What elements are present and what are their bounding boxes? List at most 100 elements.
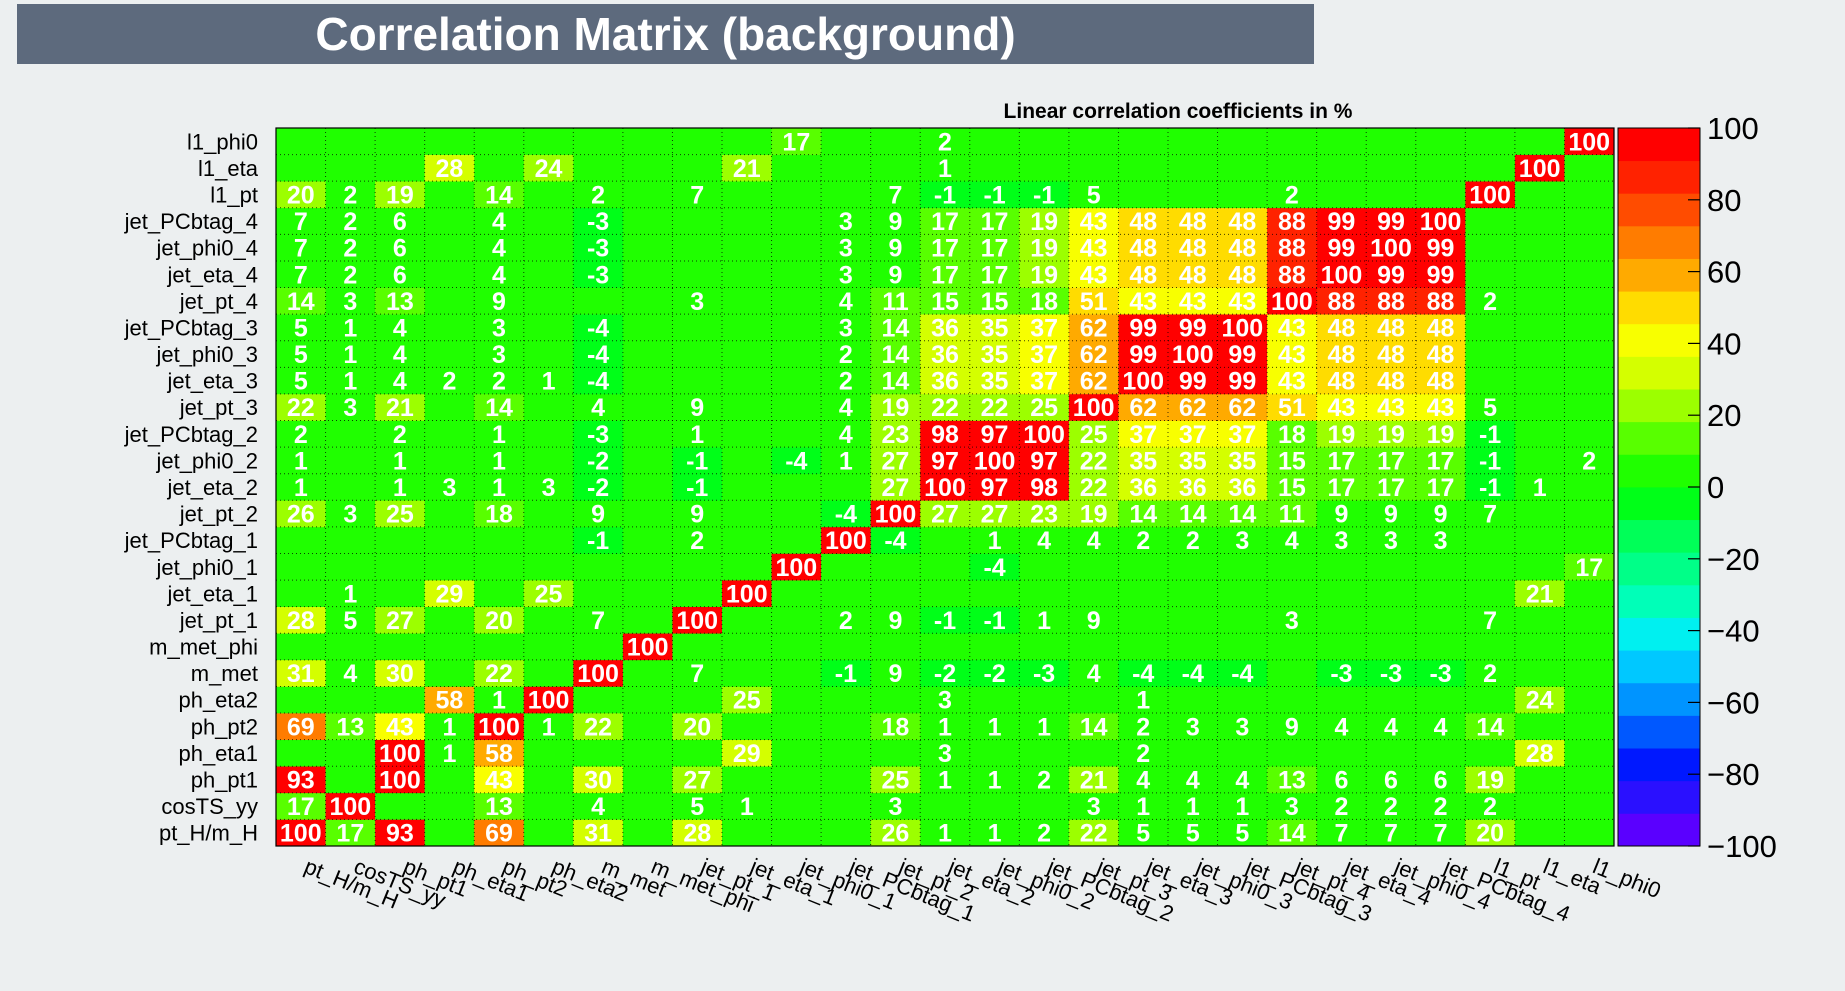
heatmap-cell	[622, 181, 673, 209]
cell-value-label: 17	[931, 208, 959, 236]
heatmap-cell	[1019, 260, 1070, 288]
cell-value-label: 1	[492, 474, 506, 502]
heatmap-cell	[375, 739, 425, 767]
heatmap-cell	[573, 314, 624, 342]
heatmap-cell	[722, 207, 772, 235]
heatmap-cell	[1415, 447, 1466, 475]
heatmap-cell	[1415, 207, 1466, 235]
cell-value-label: -3	[1330, 660, 1352, 688]
heatmap-cell	[276, 340, 326, 368]
heatmap-cell	[1514, 340, 1565, 368]
cell-value-label: 19	[1030, 261, 1058, 289]
cell-value-label: 1	[343, 580, 357, 608]
heatmap-cell	[573, 606, 624, 634]
cell-value-label: 2	[1037, 820, 1051, 848]
heatmap-cell	[1118, 207, 1169, 235]
heatmap-cell	[821, 473, 871, 501]
heatmap-cell	[1366, 260, 1417, 288]
heatmap-cell	[1415, 473, 1466, 501]
cell-value-label: 43	[1328, 394, 1356, 422]
heatmap-cell	[1564, 367, 1615, 395]
cell-value-label: 43	[1179, 288, 1207, 316]
heatmap-cell	[1217, 792, 1268, 820]
heatmap-cell	[1465, 553, 1516, 581]
heatmap-cell	[276, 207, 326, 235]
heatmap-cell	[1267, 739, 1317, 767]
heatmap-cell	[523, 526, 574, 554]
heatmap-cell	[870, 207, 921, 235]
heatmap-cell	[523, 713, 574, 740]
heatmap-cell	[622, 633, 673, 661]
cell-value-label: 7	[888, 181, 902, 209]
heatmap-cell	[771, 367, 822, 395]
cell-value-label: 4	[1136, 767, 1150, 795]
heatmap-cell	[1564, 606, 1615, 634]
heatmap-cell	[1118, 260, 1169, 288]
heatmap-cell	[722, 393, 772, 421]
cell-value-label: 97	[931, 447, 959, 475]
heatmap-cell	[771, 633, 822, 661]
heatmap-cell	[622, 207, 673, 235]
heatmap-cell	[1019, 686, 1070, 714]
heatmap-cell	[276, 500, 326, 528]
cell-value-label: 48	[1377, 368, 1405, 396]
heatmap-cell	[1068, 659, 1119, 687]
heatmap-cell	[1019, 766, 1070, 794]
cell-value-label: -4	[587, 341, 609, 369]
cell-value-label: 1	[1136, 687, 1150, 715]
heatmap-cell	[1316, 420, 1367, 448]
cell-value-label: 4	[1434, 713, 1448, 741]
heatmap-cell	[424, 340, 475, 368]
heatmap-cell	[969, 633, 1020, 661]
heatmap-cell	[969, 260, 1020, 288]
cell-value-label: 36	[931, 341, 959, 369]
heatmap-cell	[276, 314, 326, 342]
cell-value-label: 5	[343, 607, 357, 635]
heatmap-cell	[1415, 526, 1466, 554]
cell-value-label: 18	[485, 501, 513, 529]
heatmap-cell	[1118, 500, 1169, 528]
cell-value-label: 2	[393, 421, 407, 449]
cell-value-label: 6	[393, 208, 407, 236]
heatmap-cell	[1118, 553, 1169, 581]
cell-value-label: 48	[1328, 368, 1356, 396]
cell-value-label: 100	[875, 501, 917, 529]
cell-value-label: 20	[1476, 820, 1504, 848]
heatmap-cell	[375, 420, 425, 448]
heatmap-cell	[1019, 819, 1070, 847]
heatmap-cell	[325, 686, 376, 714]
cell-value-label: 4	[393, 341, 407, 369]
cell-value-label: 21	[1080, 767, 1108, 795]
heatmap-cell	[969, 819, 1020, 847]
cell-value-label: 19	[1080, 501, 1108, 529]
heatmap-cell	[672, 819, 723, 847]
heatmap-cell	[622, 553, 673, 581]
cell-value-label: 27	[683, 767, 711, 795]
heatmap-cell	[325, 580, 376, 607]
heatmap-cell	[474, 340, 525, 368]
heatmap-cell	[1019, 393, 1070, 421]
cell-value-label: 3	[839, 235, 853, 263]
cell-value-label: 43	[1278, 368, 1306, 396]
heatmap-cell	[1415, 154, 1466, 182]
cell-value-label: 3	[492, 341, 506, 369]
heatmap-cell	[722, 686, 772, 714]
cell-value-label: 48	[1179, 261, 1207, 289]
heatmap-cell	[474, 393, 525, 421]
heatmap-cell	[1564, 234, 1615, 262]
cell-value-label: -4	[1132, 660, 1154, 688]
cell-value-label: 43	[485, 767, 513, 795]
heatmap-cell	[1514, 128, 1565, 155]
cell-value-label: -1	[934, 181, 956, 209]
heatmap-cell	[1514, 234, 1565, 262]
heatmap-cell	[1514, 659, 1565, 687]
cell-value-label: 19	[1476, 767, 1504, 795]
heatmap-cell	[622, 287, 673, 315]
heatmap-cell	[1217, 553, 1268, 581]
cell-value-label: 1	[294, 447, 308, 475]
cell-value-label: -1	[1479, 447, 1501, 475]
cell-value-label: 100	[1568, 128, 1610, 156]
heatmap-cell	[622, 500, 673, 528]
heatmap-cell	[870, 154, 921, 182]
cell-value-label: 7	[294, 235, 308, 263]
